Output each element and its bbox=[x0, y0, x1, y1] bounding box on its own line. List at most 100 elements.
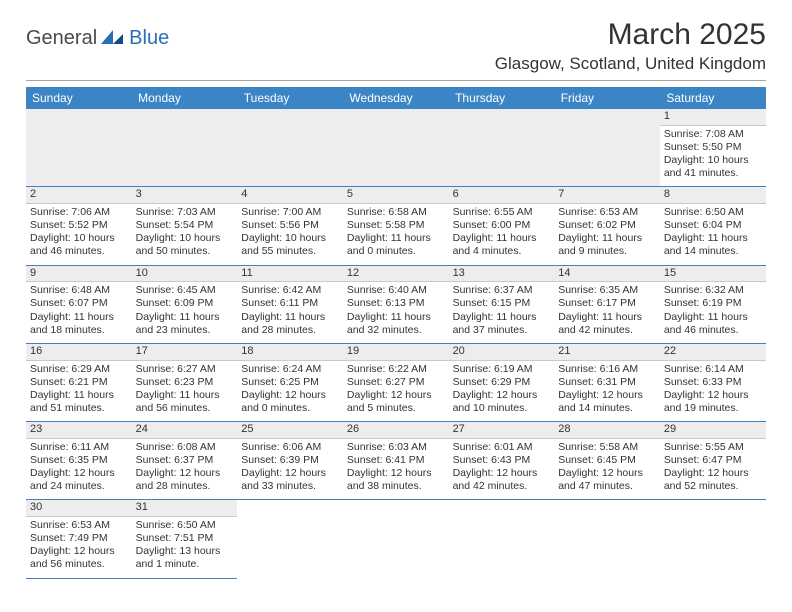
logo-icon bbox=[101, 26, 125, 50]
sunrise-text: Sunrise: 6:50 AM bbox=[664, 206, 762, 219]
calendar-cell: 16Sunrise: 6:29 AMSunset: 6:21 PMDayligh… bbox=[26, 343, 132, 421]
sunrise-text: Sunrise: 6:45 AM bbox=[136, 284, 234, 297]
calendar-cell: 19Sunrise: 6:22 AMSunset: 6:27 PMDayligh… bbox=[343, 343, 449, 421]
day-number: 11 bbox=[237, 266, 343, 283]
daylight-text: Daylight: 11 hours and 37 minutes. bbox=[453, 311, 551, 337]
day-number: 20 bbox=[449, 344, 555, 361]
day-number: 24 bbox=[132, 422, 238, 439]
day-number: 25 bbox=[237, 422, 343, 439]
day-number: 17 bbox=[132, 344, 238, 361]
day-number: 3 bbox=[132, 187, 238, 204]
weekday-header: Tuesday bbox=[237, 87, 343, 109]
calendar-cell: 1Sunrise: 7:08 AMSunset: 5:50 PMDaylight… bbox=[660, 109, 766, 187]
day-body: Sunrise: 6:08 AMSunset: 6:37 PMDaylight:… bbox=[132, 439, 238, 500]
sunrise-text: Sunrise: 6:03 AM bbox=[347, 441, 445, 454]
sunrise-text: Sunrise: 6:11 AM bbox=[30, 441, 128, 454]
calendar-cell: 15Sunrise: 6:32 AMSunset: 6:19 PMDayligh… bbox=[660, 265, 766, 343]
calendar-table: SundayMondayTuesdayWednesdayThursdayFrid… bbox=[26, 87, 766, 579]
sunrise-text: Sunrise: 7:00 AM bbox=[241, 206, 339, 219]
sunrise-text: Sunrise: 6:40 AM bbox=[347, 284, 445, 297]
day-number: 13 bbox=[449, 266, 555, 283]
day-number: 21 bbox=[554, 344, 660, 361]
daylight-text: Daylight: 11 hours and 42 minutes. bbox=[558, 311, 656, 337]
calendar-cell: 21Sunrise: 6:16 AMSunset: 6:31 PMDayligh… bbox=[554, 343, 660, 421]
sunrise-text: Sunrise: 6:24 AM bbox=[241, 363, 339, 376]
calendar-cell: 31Sunrise: 6:50 AMSunset: 7:51 PMDayligh… bbox=[132, 500, 238, 578]
sunset-text: Sunset: 6:25 PM bbox=[241, 376, 339, 389]
sunset-text: Sunset: 6:15 PM bbox=[453, 297, 551, 310]
day-body: Sunrise: 6:24 AMSunset: 6:25 PMDaylight:… bbox=[237, 361, 343, 422]
day-body: Sunrise: 6:55 AMSunset: 6:00 PMDaylight:… bbox=[449, 204, 555, 265]
sunrise-text: Sunrise: 6:50 AM bbox=[136, 519, 234, 532]
daylight-text: Daylight: 12 hours and 38 minutes. bbox=[347, 467, 445, 493]
day-body: Sunrise: 6:32 AMSunset: 6:19 PMDaylight:… bbox=[660, 282, 766, 343]
calendar-row: 1Sunrise: 7:08 AMSunset: 5:50 PMDaylight… bbox=[26, 109, 766, 187]
calendar-cell: 2Sunrise: 7:06 AMSunset: 5:52 PMDaylight… bbox=[26, 187, 132, 265]
sunrise-text: Sunrise: 7:08 AM bbox=[664, 128, 762, 141]
sunset-text: Sunset: 6:13 PM bbox=[347, 297, 445, 310]
sunrise-text: Sunrise: 6:55 AM bbox=[453, 206, 551, 219]
sunset-text: Sunset: 6:02 PM bbox=[558, 219, 656, 232]
daylight-text: Daylight: 12 hours and 0 minutes. bbox=[241, 389, 339, 415]
day-body: Sunrise: 6:11 AMSunset: 6:35 PMDaylight:… bbox=[26, 439, 132, 500]
daylight-text: Daylight: 12 hours and 24 minutes. bbox=[30, 467, 128, 493]
sunset-text: Sunset: 5:52 PM bbox=[30, 219, 128, 232]
day-body: Sunrise: 6:50 AMSunset: 6:04 PMDaylight:… bbox=[660, 204, 766, 265]
sunrise-text: Sunrise: 6:53 AM bbox=[30, 519, 128, 532]
calendar-cell bbox=[132, 109, 238, 187]
calendar-cell: 11Sunrise: 6:42 AMSunset: 6:11 PMDayligh… bbox=[237, 265, 343, 343]
day-body: Sunrise: 6:06 AMSunset: 6:39 PMDaylight:… bbox=[237, 439, 343, 500]
day-body: Sunrise: 7:06 AMSunset: 5:52 PMDaylight:… bbox=[26, 204, 132, 265]
sunset-text: Sunset: 6:47 PM bbox=[664, 454, 762, 467]
day-number: 31 bbox=[132, 500, 238, 517]
location-text: Glasgow, Scotland, United Kingdom bbox=[495, 54, 766, 74]
daylight-text: Daylight: 10 hours and 46 minutes. bbox=[30, 232, 128, 258]
calendar-row: 16Sunrise: 6:29 AMSunset: 6:21 PMDayligh… bbox=[26, 343, 766, 421]
day-number: 2 bbox=[26, 187, 132, 204]
sunset-text: Sunset: 6:33 PM bbox=[664, 376, 762, 389]
sunrise-text: Sunrise: 7:06 AM bbox=[30, 206, 128, 219]
sunrise-text: Sunrise: 6:22 AM bbox=[347, 363, 445, 376]
day-number: 12 bbox=[343, 266, 449, 283]
title-block: March 2025 Glasgow, Scotland, United Kin… bbox=[495, 18, 766, 74]
daylight-text: Daylight: 10 hours and 41 minutes. bbox=[664, 154, 762, 180]
calendar-cell bbox=[554, 500, 660, 578]
calendar-cell bbox=[449, 109, 555, 187]
sunset-text: Sunset: 6:35 PM bbox=[30, 454, 128, 467]
calendar-cell bbox=[554, 109, 660, 187]
sunrise-text: Sunrise: 6:58 AM bbox=[347, 206, 445, 219]
calendar-cell: 4Sunrise: 7:00 AMSunset: 5:56 PMDaylight… bbox=[237, 187, 343, 265]
day-number: 7 bbox=[554, 187, 660, 204]
day-body: Sunrise: 6:53 AMSunset: 6:02 PMDaylight:… bbox=[554, 204, 660, 265]
day-number: 5 bbox=[343, 187, 449, 204]
sunrise-text: Sunrise: 6:37 AM bbox=[453, 284, 551, 297]
sunset-text: Sunset: 7:49 PM bbox=[30, 532, 128, 545]
day-number: 18 bbox=[237, 344, 343, 361]
sunrise-text: Sunrise: 6:06 AM bbox=[241, 441, 339, 454]
logo-text-general: General bbox=[26, 27, 97, 50]
calendar-row: 30Sunrise: 6:53 AMSunset: 7:49 PMDayligh… bbox=[26, 500, 766, 578]
day-body: Sunrise: 7:08 AMSunset: 5:50 PMDaylight:… bbox=[660, 126, 766, 187]
day-body: Sunrise: 6:37 AMSunset: 6:15 PMDaylight:… bbox=[449, 282, 555, 343]
calendar-cell bbox=[449, 500, 555, 578]
sunrise-text: Sunrise: 6:32 AM bbox=[664, 284, 762, 297]
day-number: 9 bbox=[26, 266, 132, 283]
sunset-text: Sunset: 6:17 PM bbox=[558, 297, 656, 310]
day-number: 14 bbox=[554, 266, 660, 283]
day-number: 16 bbox=[26, 344, 132, 361]
daylight-text: Daylight: 12 hours and 56 minutes. bbox=[30, 545, 128, 571]
sunrise-text: Sunrise: 6:48 AM bbox=[30, 284, 128, 297]
daylight-text: Daylight: 10 hours and 55 minutes. bbox=[241, 232, 339, 258]
calendar-row: 9Sunrise: 6:48 AMSunset: 6:07 PMDaylight… bbox=[26, 265, 766, 343]
sunset-text: Sunset: 6:41 PM bbox=[347, 454, 445, 467]
logo: General Blue bbox=[26, 26, 169, 50]
sunset-text: Sunset: 5:54 PM bbox=[136, 219, 234, 232]
daylight-text: Daylight: 11 hours and 18 minutes. bbox=[30, 311, 128, 337]
sunrise-text: Sunrise: 6:53 AM bbox=[558, 206, 656, 219]
sunset-text: Sunset: 6:43 PM bbox=[453, 454, 551, 467]
daylight-text: Daylight: 12 hours and 52 minutes. bbox=[664, 467, 762, 493]
day-number: 29 bbox=[660, 422, 766, 439]
sunrise-text: Sunrise: 6:08 AM bbox=[136, 441, 234, 454]
month-title: March 2025 bbox=[495, 18, 766, 52]
day-body: Sunrise: 6:53 AMSunset: 7:49 PMDaylight:… bbox=[26, 517, 132, 578]
